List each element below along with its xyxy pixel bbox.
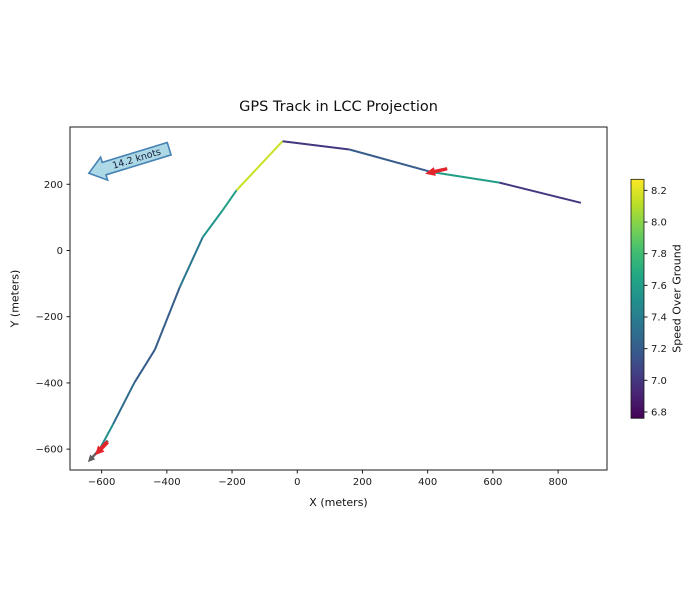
left-arrow-icon bbox=[87, 141, 173, 182]
colorbar-label: Speed Over Ground bbox=[670, 244, 684, 353]
track-segment bbox=[153, 286, 181, 351]
x-tick-label: 600 bbox=[483, 477, 502, 488]
speed-annotation: 14.2 knots bbox=[84, 135, 174, 187]
track-segment bbox=[221, 189, 238, 212]
x-tick-label: 0 bbox=[294, 477, 300, 488]
colorbar-tick-label: 7.8 bbox=[651, 249, 667, 260]
x-tick-label: 200 bbox=[353, 477, 372, 488]
track-segment bbox=[349, 148, 432, 173]
track-segment bbox=[431, 171, 500, 184]
colorbar-tick-label: 7.4 bbox=[651, 313, 667, 324]
colorbar-tick-label: 7.6 bbox=[651, 281, 667, 292]
x-tick-label: −400 bbox=[153, 477, 180, 488]
track-segment bbox=[201, 210, 224, 238]
track-segment bbox=[112, 382, 136, 425]
y-tick-label: −400 bbox=[36, 378, 63, 389]
track-segment bbox=[499, 181, 582, 204]
y-axis-label: Y (meters) bbox=[8, 269, 22, 328]
track-segment bbox=[133, 349, 156, 384]
colorbar-tick-label: 8.2 bbox=[651, 186, 667, 197]
track-segment bbox=[178, 236, 204, 288]
colorbar-tick-label: 8.0 bbox=[651, 218, 667, 229]
x-tick-label: −600 bbox=[88, 477, 115, 488]
y-tick-label: −200 bbox=[36, 312, 63, 323]
axes-frame bbox=[69, 126, 608, 471]
y-tick-label: 0 bbox=[57, 246, 63, 257]
chart-title: GPS Track in LCC Projection bbox=[239, 99, 438, 115]
colorbar-tick-label: 7.0 bbox=[651, 376, 667, 387]
colorbar-tick-label: 7.2 bbox=[651, 344, 667, 355]
x-tick-label: −200 bbox=[218, 477, 245, 488]
x-axis-label: X (meters) bbox=[309, 496, 368, 509]
x-tick-label: 800 bbox=[549, 477, 568, 488]
colorbar bbox=[630, 178, 645, 419]
colorbar-tick-label: 6.8 bbox=[651, 407, 667, 418]
speed-max-direction-arrow bbox=[425, 167, 448, 176]
start-direction-arrow bbox=[95, 440, 109, 456]
y-tick-label: 200 bbox=[44, 180, 63, 191]
track-segment bbox=[235, 140, 284, 191]
x-tick-label: 400 bbox=[418, 477, 437, 488]
y-tick-label: −600 bbox=[36, 445, 63, 456]
track-segment bbox=[282, 140, 350, 151]
